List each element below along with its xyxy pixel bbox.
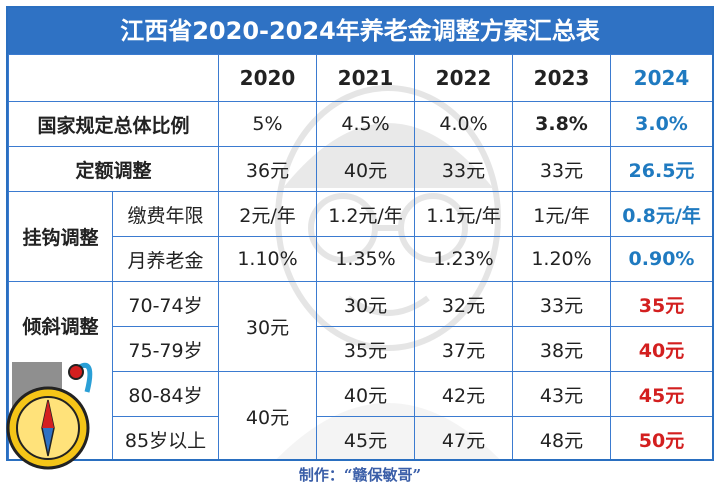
cell: 33元 — [512, 146, 611, 192]
row-label-80-84: 80-84岁 — [112, 371, 219, 417]
cell: 0.90% — [610, 236, 712, 282]
cell: 47元 — [414, 416, 513, 459]
cell: 4.0% — [414, 101, 513, 147]
cell: 5% — [218, 101, 317, 147]
cell: 36元 — [218, 146, 317, 192]
cell: 37元 — [414, 326, 513, 372]
cell: 40元 — [610, 326, 712, 372]
cell: 1.35% — [316, 236, 415, 282]
footer-credit: 制作：“赣保敏哥” — [298, 466, 422, 484]
pension-adjustment-table: 2020 2021 2022 2023 2024 国家规定总体比例 5% 4.5… — [8, 54, 712, 459]
header-2023: 2023 — [512, 54, 611, 102]
row-label-years: 缴费年限 — [112, 191, 219, 237]
cell: 1.2元/年 — [316, 191, 415, 237]
table-row: 75-79岁 35元 37元 38元 40元 — [9, 326, 712, 372]
cell: 32元 — [414, 281, 513, 327]
row-label-overall: 国家规定总体比例 — [8, 101, 219, 147]
cell: 45元 — [610, 371, 712, 417]
cell: 43元 — [512, 371, 611, 417]
table-row: 月养老金 1.10% 1.35% 1.23% 1.20% 0.90% — [9, 236, 712, 282]
table-header-row: 2020 2021 2022 2023 2024 — [8, 54, 712, 102]
row-label-70-74: 70-74岁 — [112, 281, 219, 327]
cell: 1.1元/年 — [414, 191, 513, 237]
row-label-75-79: 75-79岁 — [112, 326, 219, 372]
table-row: 挂钩调整 缴费年限 2元/年 1.2元/年 1.1元/年 1元/年 0.8元/年 — [8, 191, 712, 282]
header-2024: 2024 — [610, 54, 712, 102]
page-title: 江西省2020-2024年养老金调整方案汇总表 — [8, 8, 712, 54]
row-label-pension: 月养老金 — [112, 236, 219, 282]
summary-table-card: 江西省2020-2024年养老金调整方案汇总表 2020 2021 2022 2… — [6, 6, 714, 461]
cell: 35元 — [610, 281, 712, 327]
table-row: 国家规定总体比例 5% 4.5% 4.0% 3.8% 3.0% — [8, 101, 712, 147]
table-row: 80-84岁 40元 40元 42元 43元 45元 — [9, 371, 712, 459]
cell: 1.10% — [218, 236, 317, 282]
cell: 1元/年 — [512, 191, 611, 237]
group-label-linked: 挂钩调整 — [8, 191, 113, 282]
header-corner — [8, 54, 219, 102]
cell: 42元 — [414, 371, 513, 417]
cell: 4.5% — [316, 101, 415, 147]
cell: 48元 — [512, 416, 611, 459]
cell: 3.0% — [610, 101, 712, 147]
cell-2020-70-79: 30元 — [218, 281, 317, 372]
cell: 40元 — [316, 146, 415, 192]
cell: 45元 — [316, 416, 415, 459]
cell: 2元/年 — [218, 191, 317, 237]
cell: 50元 — [610, 416, 712, 459]
header-2021: 2021 — [316, 54, 415, 102]
cell: 1.23% — [414, 236, 513, 282]
cell: 1.20% — [512, 236, 611, 282]
cell-2020-80-plus: 40元 — [218, 371, 317, 459]
cell: 30元 — [316, 281, 415, 327]
cell: 33元 — [512, 281, 611, 327]
header-2022: 2022 — [414, 54, 513, 102]
cell: 35元 — [316, 326, 415, 372]
table-row: 倾斜调整 70-74岁 30元 30元 32元 33元 35元 — [8, 281, 712, 459]
header-2020: 2020 — [218, 54, 317, 102]
cell: 38元 — [512, 326, 611, 372]
cell: 33元 — [414, 146, 513, 192]
cell: 26.5元 — [610, 146, 712, 192]
cell: 3.8% — [512, 101, 611, 147]
table-row: 定额调整 36元 40元 33元 33元 26.5元 — [8, 146, 712, 192]
cell: 0.8元/年 — [610, 191, 712, 237]
row-label-fixed: 定额调整 — [8, 146, 219, 192]
row-label-85-plus: 85岁以上 — [112, 416, 219, 459]
table-row: 85岁以上 45元 47元 48元 50元 — [9, 416, 712, 459]
cell: 40元 — [316, 371, 415, 417]
group-label-tilt: 倾斜调整 — [8, 281, 113, 459]
